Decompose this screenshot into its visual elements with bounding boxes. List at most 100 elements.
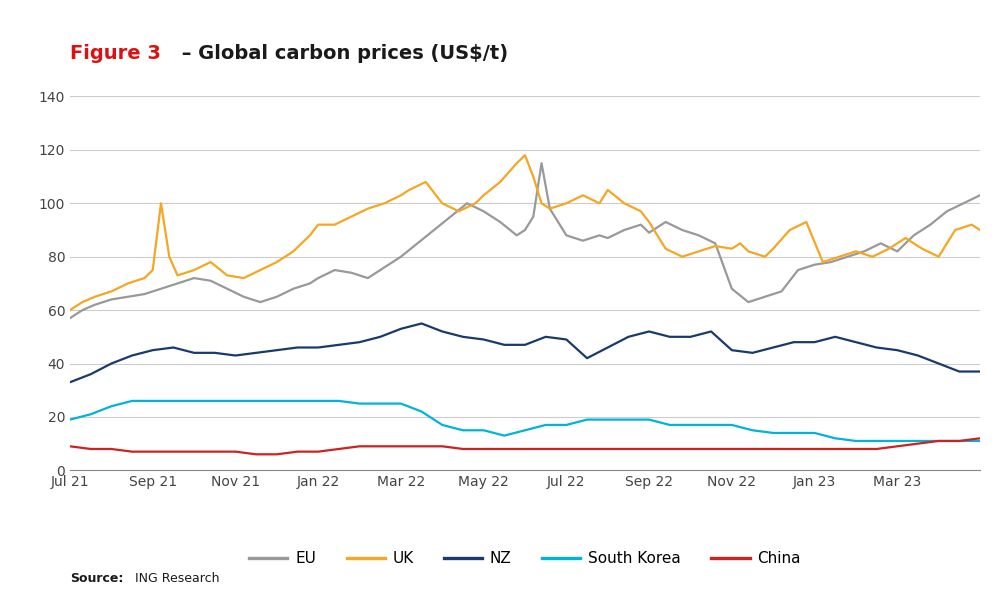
NZ [436, 328, 448, 335]
China [891, 443, 903, 450]
NZ [354, 338, 366, 346]
NZ [767, 344, 779, 351]
China [705, 446, 717, 453]
South Korea [416, 408, 428, 415]
South Korea [105, 403, 117, 410]
UK [519, 151, 531, 159]
China [312, 448, 324, 455]
Text: ING Research: ING Research [135, 572, 220, 585]
South Korea [602, 416, 614, 423]
NZ [457, 333, 469, 341]
China [209, 448, 221, 455]
China [912, 440, 924, 447]
NZ [147, 347, 159, 354]
South Korea [292, 397, 304, 405]
Line: NZ: NZ [70, 323, 980, 382]
NZ [705, 328, 717, 335]
China [809, 446, 821, 453]
China [953, 437, 965, 444]
EU [362, 274, 374, 282]
China [416, 443, 428, 450]
South Korea [767, 429, 779, 437]
NZ [622, 333, 634, 341]
South Korea [891, 437, 903, 444]
Text: – Global carbon prices (US$/t): – Global carbon prices (US$/t) [175, 44, 508, 63]
UK [974, 226, 986, 233]
NZ [333, 341, 345, 349]
China [478, 446, 490, 453]
China [788, 446, 800, 453]
China [436, 443, 448, 450]
South Korea [498, 432, 510, 439]
South Korea [684, 421, 696, 429]
South Korea [312, 397, 324, 405]
China [188, 448, 200, 455]
NZ [498, 341, 510, 349]
China [684, 446, 696, 453]
UK [329, 221, 341, 229]
South Korea [436, 421, 448, 429]
NZ [126, 352, 138, 359]
South Korea [457, 427, 469, 434]
Text: Figure 3: Figure 3 [70, 44, 161, 63]
South Korea [581, 416, 593, 423]
NZ [188, 349, 200, 356]
China [746, 446, 759, 453]
South Korea [912, 437, 924, 444]
China [540, 446, 552, 453]
NZ [643, 328, 655, 335]
UK [536, 200, 548, 207]
China [105, 446, 117, 453]
NZ [85, 371, 97, 378]
South Korea [374, 400, 386, 407]
UK [949, 226, 961, 233]
NZ [209, 349, 221, 356]
China [229, 448, 241, 455]
South Korea [229, 397, 241, 405]
NZ [912, 352, 924, 359]
South Korea [850, 437, 862, 444]
UK [850, 248, 862, 255]
NZ [850, 338, 862, 346]
South Korea [271, 397, 283, 405]
South Korea [188, 397, 200, 405]
NZ [933, 360, 945, 367]
China [560, 446, 572, 453]
Line: South Korea: South Korea [70, 401, 980, 441]
NZ [581, 355, 593, 362]
China [374, 443, 386, 450]
South Korea [250, 397, 262, 405]
China [64, 443, 76, 450]
NZ [788, 338, 800, 346]
South Korea [560, 421, 572, 429]
China [871, 446, 883, 453]
NZ [292, 344, 304, 351]
NZ [746, 349, 759, 356]
China [767, 446, 779, 453]
China [395, 443, 407, 450]
China [974, 435, 986, 442]
EU [221, 285, 233, 292]
EU [329, 267, 341, 274]
Legend: EU, UK, NZ, South Korea, China: EU, UK, NZ, South Korea, China [243, 545, 807, 572]
NZ [167, 344, 179, 351]
China [85, 446, 97, 453]
NZ [953, 368, 965, 375]
EU [635, 221, 647, 229]
NZ [871, 344, 883, 351]
South Korea [478, 427, 490, 434]
UK [64, 306, 76, 314]
UK [271, 259, 283, 266]
China [850, 446, 862, 453]
NZ [374, 333, 386, 341]
NZ [395, 325, 407, 332]
South Korea [788, 429, 800, 437]
NZ [312, 344, 324, 351]
NZ [560, 336, 572, 343]
China [126, 448, 138, 455]
NZ [105, 360, 117, 367]
China [519, 446, 531, 453]
South Korea [333, 397, 345, 405]
China [354, 443, 366, 450]
China [602, 446, 614, 453]
